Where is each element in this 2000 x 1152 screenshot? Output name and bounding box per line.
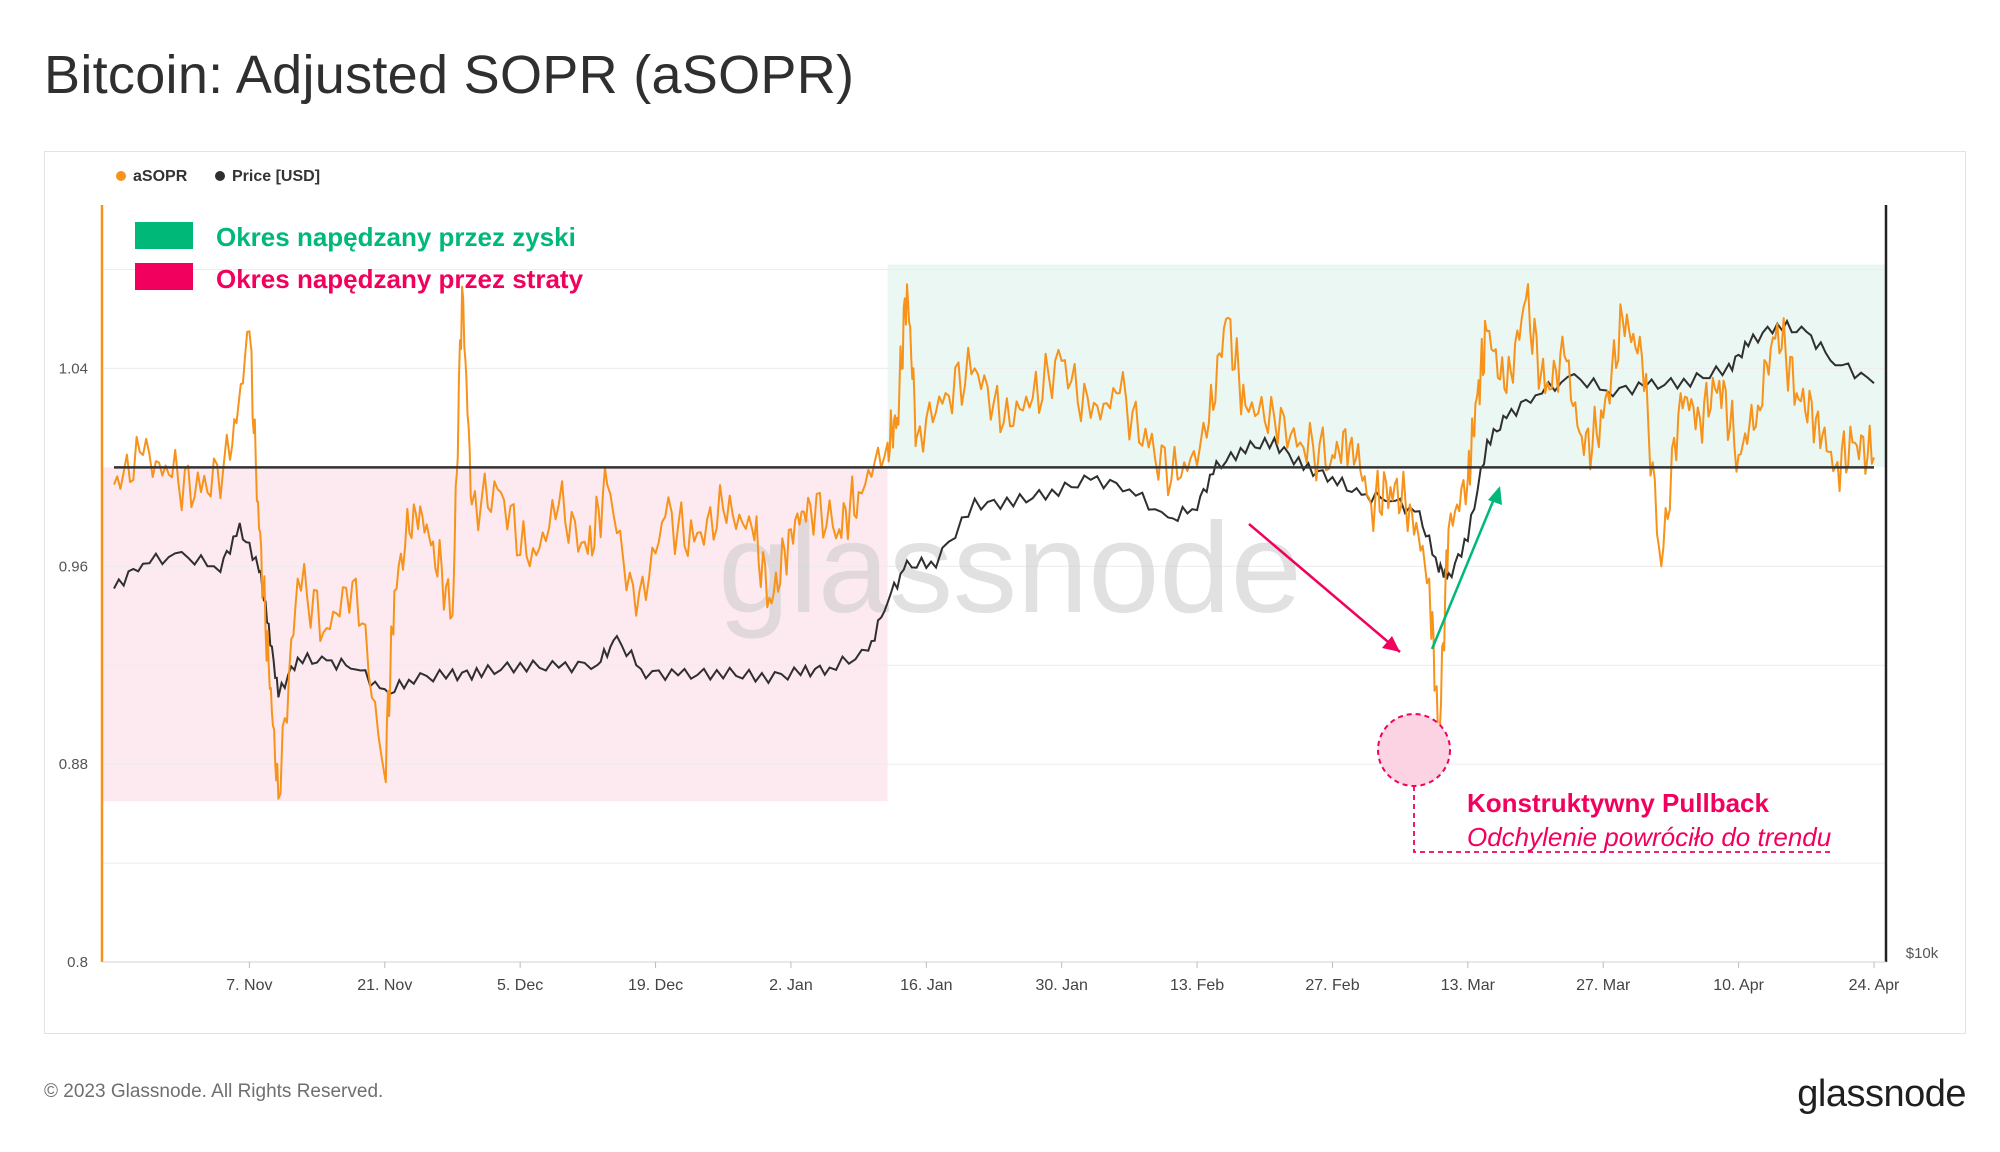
y-tick-label: 0.8 [67, 954, 88, 971]
y-tick-label: 0.88 [59, 756, 88, 773]
gridlines [102, 268, 1886, 864]
pullback-subtitle: Odchylenie powróciło do trendu [1467, 822, 1831, 852]
x-tick-label: 13. Feb [1170, 977, 1224, 994]
y-tick-labels: 0.8 0.88 0.96 1.04 [59, 360, 88, 971]
x-tick-label: 2. Jan [769, 977, 813, 994]
chart-panel [44, 151, 1966, 1034]
glassnode-logo: glassnode [1797, 1073, 1966, 1115]
x-tick-label: 27. Mar [1576, 977, 1631, 994]
copyright-text: © 2023 Glassnode. All Rights Reserved. [44, 1081, 384, 1102]
profit-regime-swatch [135, 222, 193, 249]
y-tick-label: 1.04 [59, 360, 88, 377]
legend-label-price: Price [USD] [232, 168, 320, 185]
x-tick-label: 16. Jan [900, 977, 952, 994]
page-title: Bitcoin: Adjusted SOPR (aSOPR) [44, 45, 855, 105]
legend-dot-asopr [116, 171, 126, 181]
down-arrow [1248, 523, 1401, 653]
pullback-title: Konstruktywny Pullback [1467, 788, 1769, 818]
profit-regime-label: Okres napędzany przez zyski [216, 222, 576, 252]
series-line-price [113, 318, 1875, 698]
x-tick-label: 24. Apr [1849, 977, 1900, 994]
pullback-marker [1377, 713, 1451, 787]
series-line-asopr [113, 283, 1875, 800]
x-tick-label: 7. Nov [226, 977, 272, 994]
loss-regime-swatch [135, 263, 193, 290]
up-arrow [1430, 493, 1498, 650]
x-tick-label: 10. Apr [1713, 977, 1764, 994]
pullback-leader-line [1413, 786, 1832, 853]
down-arrow-head [1382, 636, 1400, 652]
x-tick-label: 30. Jan [1035, 977, 1087, 994]
profit-regime-region [887, 264, 1886, 468]
x-tick-label: 13. Mar [1441, 977, 1496, 994]
loss-regime-label: Okres napędzany przez straty [216, 264, 584, 294]
x-tick-label: 21. Nov [357, 977, 412, 994]
up-arrow-head [1488, 486, 1502, 505]
right-y-tick-label: $10k [1906, 945, 1939, 962]
x-tick-label: 27. Feb [1305, 977, 1359, 994]
y-tick-label: 0.96 [59, 558, 88, 575]
x-tick-label: 5. Dec [497, 977, 543, 994]
legend-label-asopr: aSOPR [133, 168, 188, 185]
legend-dot-price [215, 171, 225, 181]
x-tick-label: 19. Dec [628, 977, 683, 994]
x-tick-labels: 7. Nov 21. Nov 5. Dec 19. Dec 2. Jan 16. Jan 3… [226, 962, 1900, 994]
